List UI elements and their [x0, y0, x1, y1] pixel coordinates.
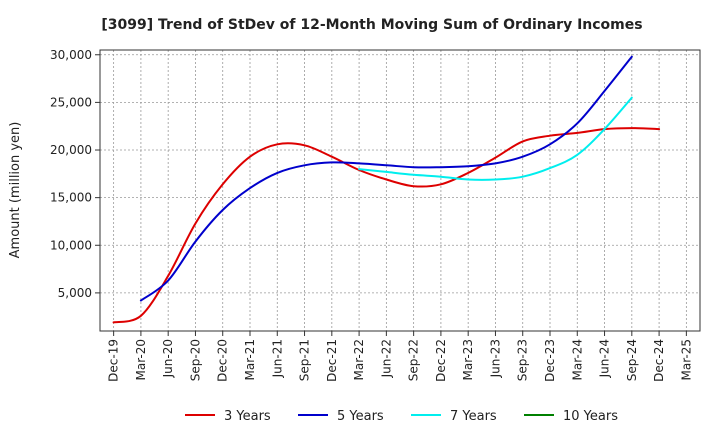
- y-tick-label: 20,000: [50, 143, 92, 157]
- y-axis-label: Amount (million yen): [8, 122, 23, 259]
- legend-label-7-years: 7 Years: [450, 409, 497, 424]
- x-tick-label: Dec-22: [434, 339, 448, 382]
- x-tick-label: Sep-22: [407, 339, 421, 381]
- legend-label-3-years: 3 Years: [224, 409, 271, 424]
- x-tick-label: Jun-22: [379, 339, 393, 378]
- series-line-5-years: [139, 55, 633, 302]
- x-tick-label: Dec-24: [652, 339, 666, 382]
- x-tick-label: Dec-19: [107, 339, 121, 382]
- x-tick-label: Jun-20: [161, 339, 175, 378]
- x-tick-label: Mar-20: [134, 339, 148, 380]
- plot-area: [100, 50, 700, 331]
- x-tick-label: Jun-23: [488, 339, 502, 378]
- x-tick-label: Sep-24: [625, 339, 639, 381]
- x-tick-label: Mar-21: [243, 339, 257, 380]
- y-tick-label: 25,000: [50, 95, 92, 109]
- x-tick-label: Mar-22: [352, 339, 366, 380]
- x-tick-label: Dec-20: [216, 339, 230, 382]
- y-tick-label: 15,000: [50, 191, 92, 205]
- x-tick-label: Dec-21: [325, 339, 339, 382]
- series-line-3-years: [112, 127, 661, 324]
- x-tick-label: Sep-20: [188, 339, 202, 381]
- x-tick-label: Jun-24: [598, 339, 612, 378]
- y-tick-label: 5,000: [58, 286, 92, 300]
- series-line-7-years: [358, 96, 633, 181]
- x-tick-label: Sep-23: [516, 339, 530, 381]
- plot-frame: [99, 49, 701, 332]
- x-tick-label: Dec-23: [543, 339, 557, 382]
- y-tick-label: 30,000: [50, 48, 92, 62]
- x-tick-label: Sep-21: [298, 339, 312, 381]
- y-tick-label: 10,000: [50, 238, 92, 252]
- chart-title: [3099] Trend of StDev of 12-Month Moving…: [101, 17, 642, 33]
- x-tick-label: Mar-24: [570, 339, 584, 380]
- x-tick-label: Mar-23: [461, 339, 475, 380]
- legend-label-10-years: 10 Years: [563, 409, 618, 424]
- legend-label-5-years: 5 Years: [337, 409, 384, 424]
- x-tick-label: Jun-21: [270, 339, 284, 378]
- legend: 3 Years 5 Years 7 Years 10 Years: [185, 409, 618, 424]
- x-tick-label: Mar-25: [679, 339, 693, 380]
